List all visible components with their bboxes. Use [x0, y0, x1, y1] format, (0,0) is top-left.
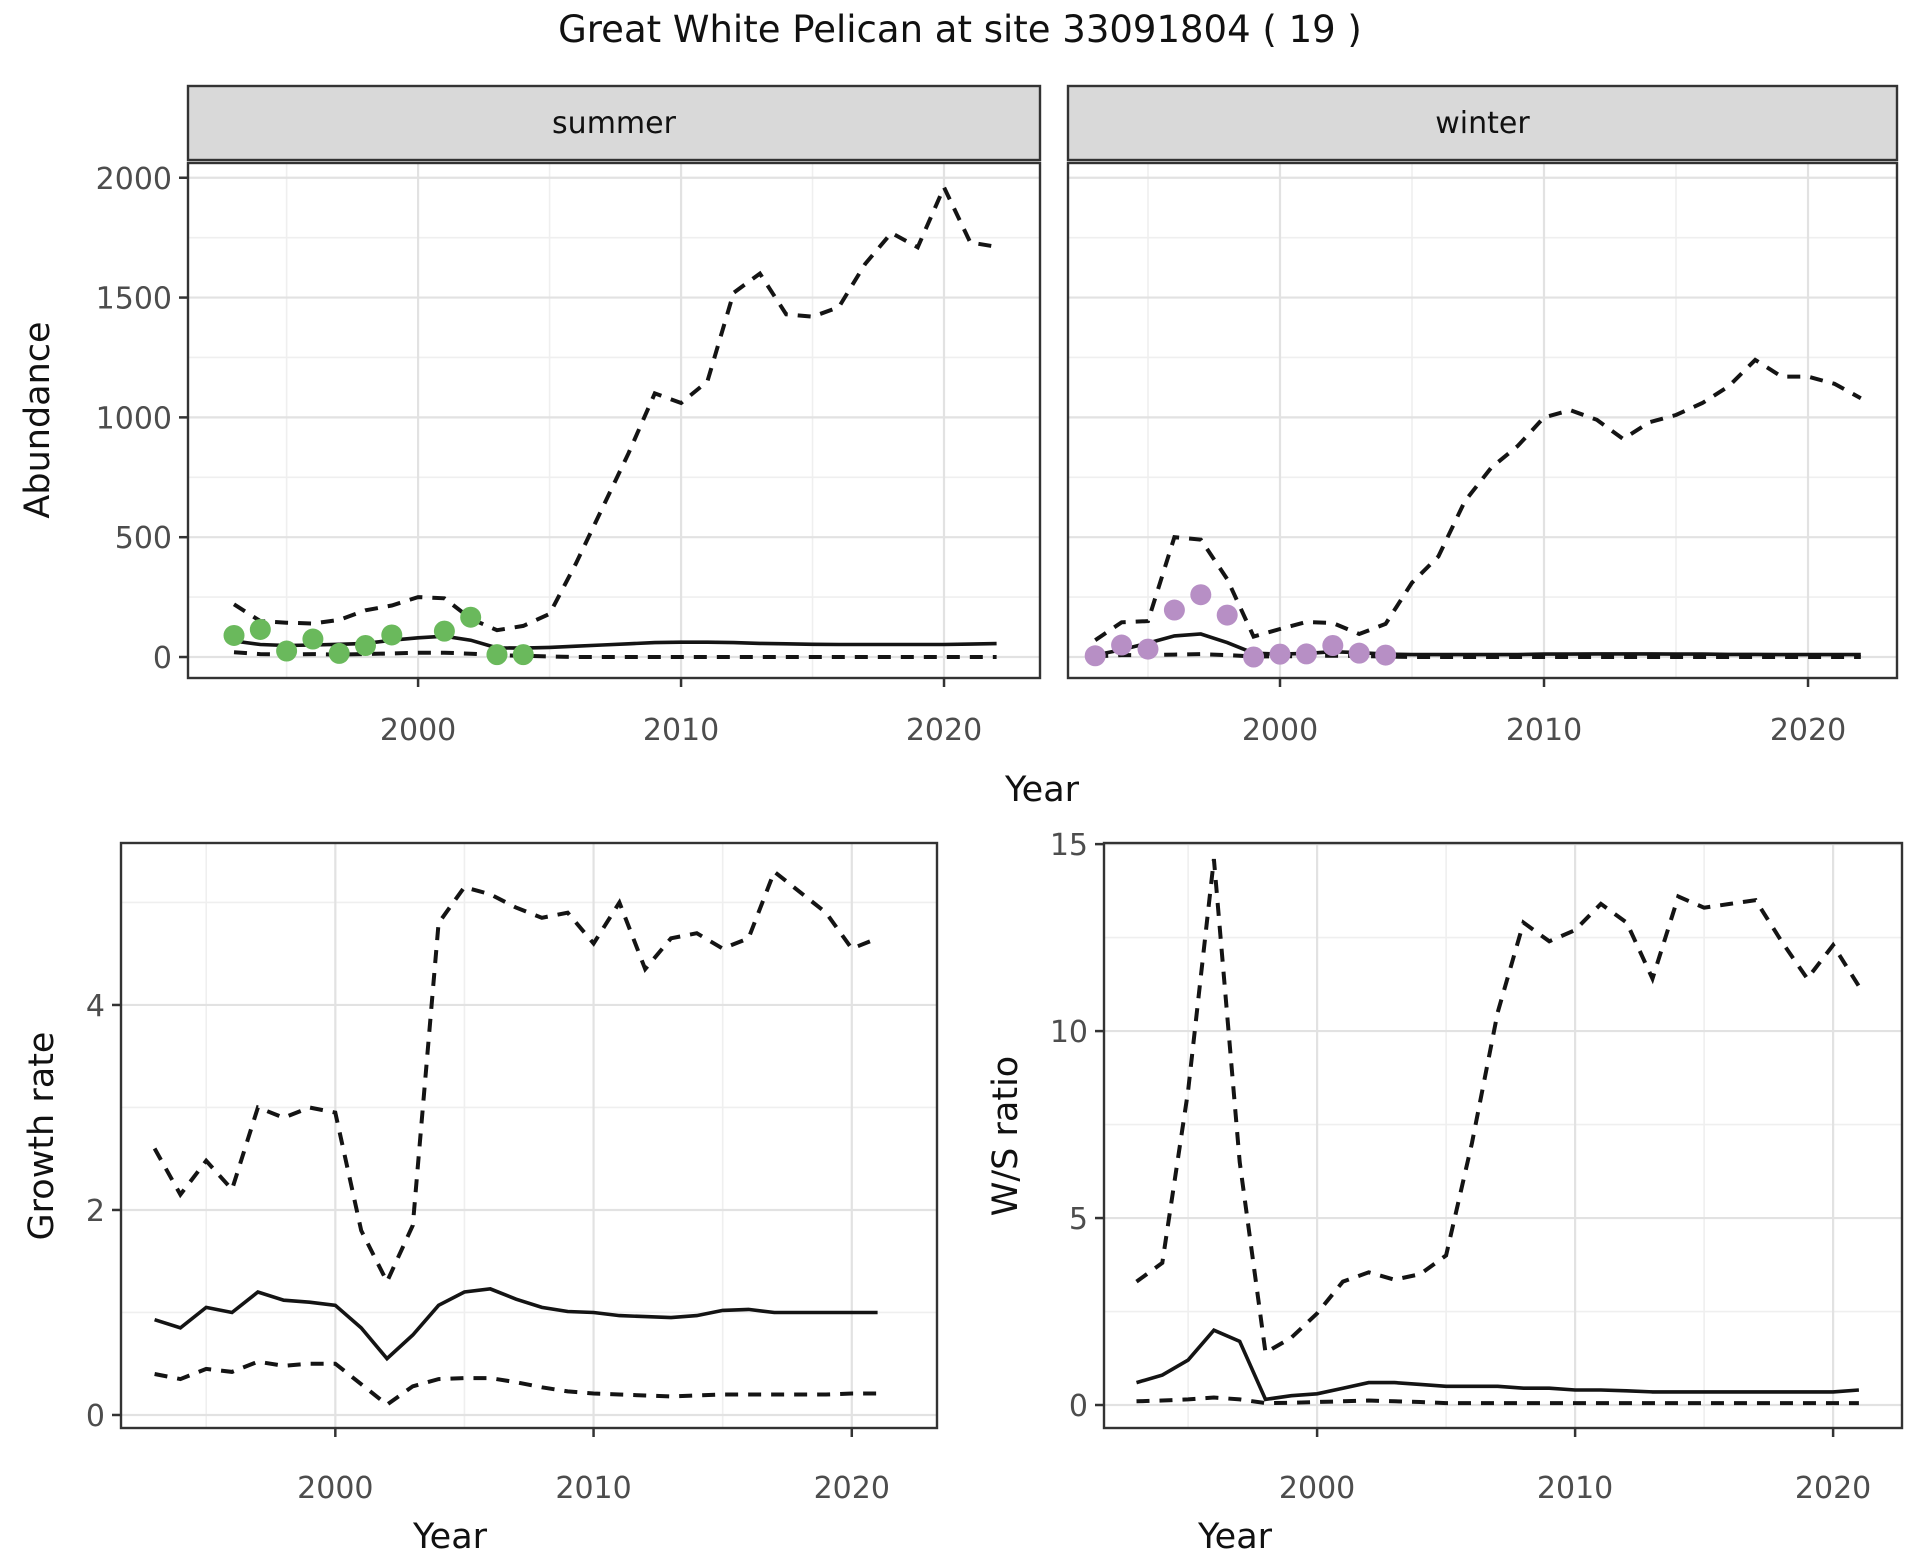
facet-strip	[1066, 84, 1899, 162]
y-axis-tick-label: 1500	[96, 282, 172, 317]
observed-point	[249, 618, 271, 640]
facet-strip-label-summer: summer	[552, 105, 676, 141]
panel-growth-rate: 2000 2010 2020 0 2 4	[86, 841, 939, 1506]
median-line	[1135, 1328, 1860, 1402]
x-axis-tick-label: 2020	[906, 713, 982, 748]
figure-title: Great White Pelican at site 33091804 ( 1…	[558, 8, 1362, 51]
y-axis-tick-label: 4	[86, 989, 105, 1024]
y-axis-tick-label: 10	[1050, 1015, 1088, 1050]
x-axis-title-growth-rate: Year	[412, 1517, 488, 1557]
observed-point	[486, 644, 508, 666]
ci-upper-line	[232, 182, 997, 633]
y-axis-tick-label: 1000	[96, 401, 172, 436]
observed-point	[302, 628, 324, 650]
x-axis-tick-label: 2020	[814, 1471, 890, 1506]
observed-point	[381, 624, 403, 646]
observed-point	[276, 640, 298, 662]
y-axis-tick-label: 5	[1069, 1202, 1088, 1237]
facet-strip	[186, 84, 1042, 162]
x-axis-tick-label: 2000	[1242, 713, 1318, 748]
observed-point	[1137, 638, 1159, 660]
ci-upper-line	[1135, 858, 1861, 1356]
facet-strip-label-winter: winter	[1435, 105, 1530, 141]
observed-point	[355, 635, 376, 657]
x-axis-tick-label: 2010	[555, 1471, 631, 1506]
y-axis-tick-label: 15	[1050, 828, 1088, 863]
median-line	[154, 1287, 878, 1362]
y-axis-title-growth-rate: Growth rate	[22, 1031, 62, 1241]
panel-border	[1066, 161, 1899, 680]
observed-point	[433, 620, 455, 642]
observed-point	[1163, 599, 1185, 621]
observed-point	[1322, 635, 1344, 657]
observed-point	[1375, 644, 1397, 666]
ci-lower-line	[1136, 1395, 1859, 1406]
x-axis-tick-label: 2000	[1279, 1471, 1355, 1506]
observed-point	[223, 624, 245, 646]
observed-point	[328, 642, 350, 664]
observed-point	[1295, 643, 1317, 665]
x-axis-tick-label: 2000	[380, 713, 456, 748]
x-axis-title-ws-ratio: Year	[1197, 1517, 1273, 1557]
x-axis-tick-label: 2010	[643, 713, 719, 748]
ci-lower-line	[1095, 652, 1861, 659]
x-axis-tick-label: 2010	[1537, 1471, 1613, 1506]
panel-ws-ratio: 2000 2010 2020 0 5 10 15	[1050, 828, 1904, 1506]
ci-upper-line	[152, 868, 879, 1287]
y-axis-tick-label: 0	[86, 1399, 105, 1434]
median-line	[1094, 632, 1861, 657]
y-axis-tick-label: 2000	[96, 162, 172, 197]
observed-point	[1216, 604, 1238, 626]
observed-point	[1084, 645, 1106, 667]
x-axis-title-abundance: Year	[1004, 770, 1080, 810]
observed-point	[1190, 584, 1212, 606]
observed-point	[512, 644, 534, 666]
x-axis-tick-label: 2010	[1506, 713, 1582, 748]
panel-border	[119, 841, 939, 1430]
y-axis-tick-label: 2	[86, 1194, 105, 1229]
panel-border	[186, 161, 1042, 680]
y-axis-tick-label: 500	[115, 521, 172, 556]
ci-lower-line	[154, 1359, 878, 1408]
observed-point	[1269, 643, 1291, 665]
y-axis-tick-label: 0	[1069, 1389, 1088, 1424]
observed-point	[1348, 642, 1370, 664]
y-axis-title-abundance: Abundance	[18, 321, 58, 519]
x-axis-tick-label: 2000	[297, 1471, 373, 1506]
x-axis-tick-label: 2020	[1795, 1471, 1871, 1506]
ci-upper-line	[1094, 357, 1862, 642]
observed-point	[1111, 634, 1133, 656]
panel-border	[1102, 841, 1904, 1430]
x-axis-tick-label: 2020	[1770, 713, 1846, 748]
median-line	[233, 634, 997, 650]
panel-abundance-winter: 2000 2010 2020	[1066, 84, 1899, 748]
y-axis-tick-label: 0	[153, 641, 172, 676]
panel-abundance-summer: 2000 2010 2020 0 500 1000 1500 2000	[96, 84, 1042, 748]
observed-point	[1243, 646, 1265, 668]
y-axis-title-ws-ratio: W/S ratio	[986, 1055, 1026, 1217]
observed-point	[460, 606, 482, 628]
